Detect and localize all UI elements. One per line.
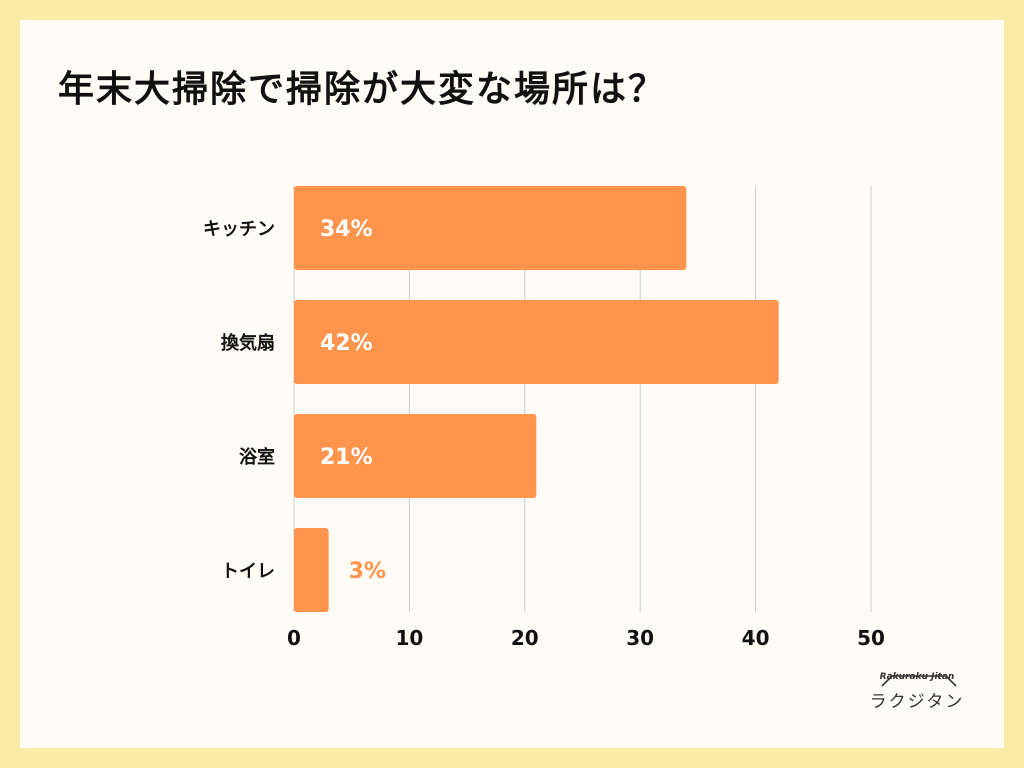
- category-label: 換気扇: [221, 332, 275, 354]
- chart-title: 年末大掃除で掃除が大変な場所は？: [58, 69, 667, 110]
- bar: [294, 300, 779, 384]
- x-tick-label: 30: [626, 626, 654, 650]
- data-label: 21%: [320, 445, 373, 470]
- bar: [294, 186, 687, 270]
- data-label: 3%: [349, 559, 386, 584]
- x-tick-label: 40: [742, 626, 770, 650]
- category-label: 浴室: [239, 446, 275, 468]
- x-tick-label: 50: [857, 626, 885, 650]
- data-label: 34%: [320, 217, 373, 242]
- brand-logo: Rakuraku Jitan ラクジタン: [862, 668, 972, 712]
- bar: [294, 528, 329, 612]
- bar: [294, 414, 537, 498]
- logo-house-icon: [881, 675, 957, 687]
- x-tick-label: 0: [287, 626, 301, 650]
- logo-subtext: Rakuraku Jitan: [879, 672, 955, 682]
- category-label: キッチン: [203, 219, 275, 240]
- x-tick-label: 10: [395, 626, 423, 650]
- x-tick-label: 20: [511, 626, 539, 650]
- category-label: トイレ: [221, 561, 275, 582]
- data-label: 42%: [320, 331, 373, 356]
- logo-text: ラクジタン: [869, 692, 965, 712]
